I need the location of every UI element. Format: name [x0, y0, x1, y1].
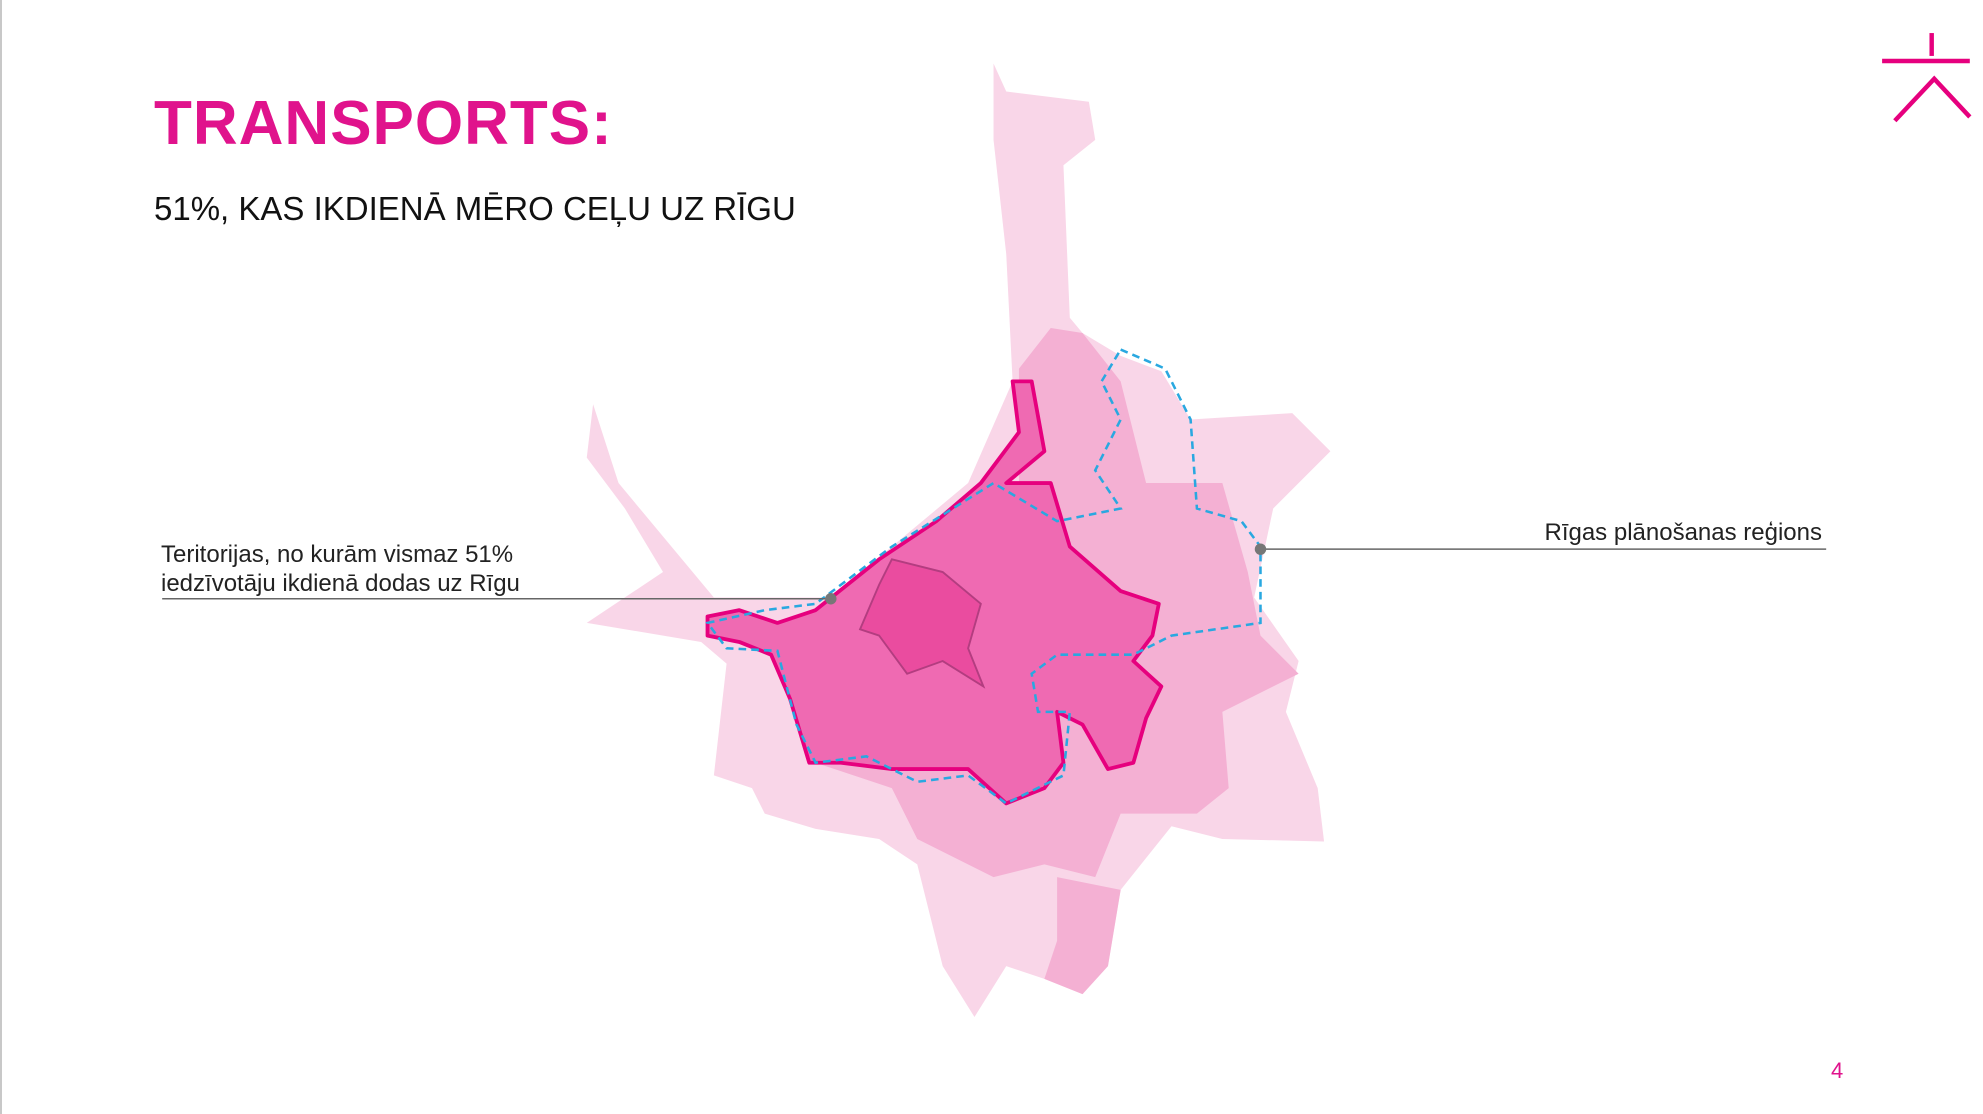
subtitle: 51%, KAS IKDIENĀ MĒRO CEĻU UZ RĪGU [154, 190, 796, 227]
label-line: iedzīvotāju ikdienā dodas uz Rīgu [161, 570, 520, 597]
riga-city [858, 558, 986, 689]
map-label: Teritorijas, no kurām vismaz 51% iedzīvo… [161, 540, 520, 598]
logo [1882, 33, 1972, 123]
label-line: Teritorijas, no kurām vismaz 51% [161, 541, 514, 568]
title: TRANSPORTS: [154, 89, 613, 158]
right-dot [1254, 543, 1267, 555]
map-label: Rīgas plānošanas reģions [1544, 519, 1822, 546]
left-dot [825, 593, 837, 605]
south-region [1044, 877, 1121, 995]
planning-region-border [705, 348, 1262, 805]
page-number: 4 [1831, 1058, 1844, 1083]
